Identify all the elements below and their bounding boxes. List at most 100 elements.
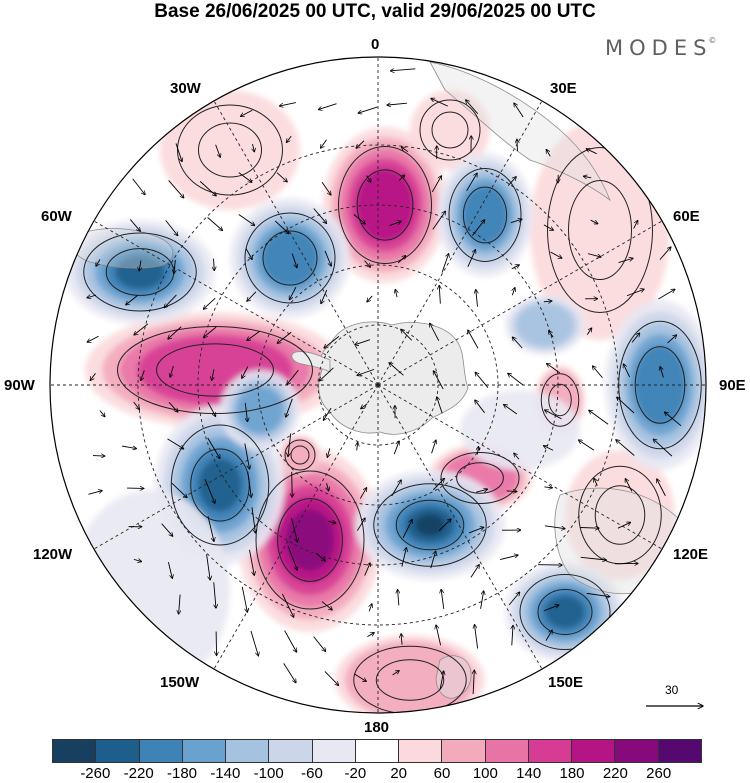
contour-line (456, 462, 504, 494)
wind-arrow (659, 247, 671, 260)
wind-arrow (586, 149, 597, 155)
wind-arrow (277, 331, 292, 343)
wind-arrow (470, 565, 479, 578)
contour-line (375, 659, 445, 701)
wind-arrow (401, 329, 413, 341)
wind-arrow (214, 258, 215, 271)
colorbar-swatch (442, 740, 486, 762)
wind-arrow (141, 370, 145, 380)
wind-arrow (288, 433, 292, 456)
contour-line (568, 180, 632, 280)
reference-vector-value: 30 (665, 683, 679, 697)
wind-arrow (323, 407, 332, 420)
colorbar-swatch (182, 740, 227, 762)
wind-arrow (366, 175, 371, 183)
wind-arrow (249, 549, 254, 576)
lon-label-0: 0 (371, 36, 380, 53)
wind-arrow (477, 446, 478, 455)
wind-arrow (466, 100, 479, 114)
contour-line (462, 186, 508, 244)
wind-arrow (281, 593, 293, 617)
colorbar-tick-label: 220 (602, 765, 628, 782)
brand-name: MODES (605, 36, 713, 60)
colorbar-swatch (226, 740, 270, 762)
contour-line (547, 147, 653, 313)
colorbar-tick-label: -140 (210, 765, 241, 782)
wind-arrow (315, 552, 325, 561)
wind-arrow (543, 301, 552, 302)
contour-line (198, 122, 262, 178)
wind-arrow (390, 69, 416, 71)
wind-arrow (401, 147, 409, 153)
brand-mark: © (708, 36, 717, 45)
wind-arrow (213, 582, 216, 608)
wind-arrow (510, 219, 522, 224)
wind-arrow (512, 625, 513, 646)
anomaly-shading (545, 595, 585, 629)
contour-line (519, 574, 611, 650)
wind-arrow (139, 260, 141, 271)
wind-arrow (437, 397, 443, 414)
wind-arrow (289, 287, 297, 300)
wind-arrow (175, 143, 182, 161)
wind-arrow (238, 172, 252, 183)
lon-label-180: 180 (364, 719, 390, 736)
wind-arrow (589, 410, 609, 425)
contour-line (548, 383, 572, 417)
map-disc-content (50, 57, 706, 713)
wind-arrow (206, 554, 211, 580)
wind-arrow (250, 630, 258, 656)
wind-arrow (356, 518, 365, 531)
meridian-line (377, 384, 543, 670)
wind-arrow (133, 559, 142, 561)
wind-arrow (393, 441, 399, 455)
wind-arrow (508, 373, 524, 386)
wind-arrow (625, 479, 633, 492)
wind-arrow (476, 489, 487, 493)
wind-arrow (292, 471, 293, 497)
wind-arrow (432, 211, 446, 230)
wind-arrow (580, 528, 600, 529)
wind-arrow (126, 295, 138, 305)
contour-line (156, 343, 274, 397)
wind-arrow (134, 323, 149, 335)
wind-arrow (580, 556, 607, 560)
wind-arrow (356, 140, 365, 149)
wind-arrow (430, 551, 436, 569)
wind-arrow (133, 401, 140, 409)
wind-arrow (514, 103, 524, 118)
anomaly-field (65, 90, 706, 713)
wind-arrow (212, 369, 214, 380)
wind-arrow (318, 103, 337, 110)
wind-arrow (132, 178, 145, 195)
meridian-line (377, 220, 663, 386)
colorbar-swatch (572, 740, 616, 762)
anomaly-shading (70, 490, 230, 690)
wind-arrow (401, 634, 402, 645)
meridian-line (93, 220, 379, 386)
wind-arrow (441, 254, 449, 273)
anomaly-shading (410, 90, 490, 170)
wind-arrow (514, 453, 520, 460)
wind-arrow (279, 102, 296, 106)
contour-line (353, 645, 467, 713)
contour-line (284, 439, 316, 471)
lon-label-60e: 60E (673, 208, 700, 225)
wind-arrow (313, 636, 326, 652)
wind-arrow (546, 149, 551, 157)
colorbar-tick-label: -220 (123, 765, 154, 782)
antarctica-landmass (318, 321, 469, 435)
colorbar-swatch (269, 740, 313, 762)
wind-arrow (657, 479, 666, 496)
wind-arrow (623, 364, 630, 378)
wind-arrow (436, 625, 442, 646)
wind-arrow (207, 516, 214, 541)
wind-arrow (284, 630, 297, 653)
anomaly-shading (286, 509, 334, 571)
wind-vectors (87, 69, 682, 694)
wind-arrow (467, 250, 476, 267)
wind-arrow (664, 412, 682, 427)
contour-line (262, 230, 318, 286)
colorbar-swatch (615, 740, 659, 762)
wind-arrow (238, 214, 255, 226)
